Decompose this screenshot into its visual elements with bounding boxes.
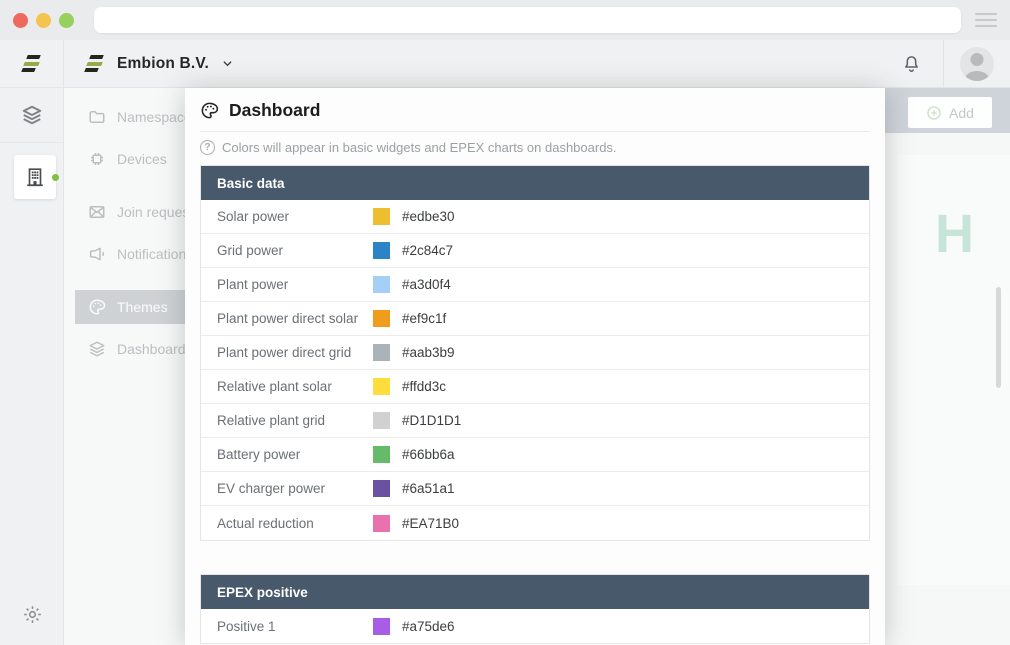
brand-watermark: H bbox=[935, 204, 974, 264]
layers-icon bbox=[21, 104, 43, 126]
color-label: Positive 1 bbox=[217, 618, 276, 634]
color-swatch[interactable] bbox=[373, 208, 390, 225]
color-label: EV charger power bbox=[217, 481, 326, 496]
color-hex: #6a51a1 bbox=[402, 481, 455, 496]
section-header: Basic data bbox=[201, 166, 869, 200]
sidebar-item-label: Notifications bbox=[117, 246, 194, 262]
color-hex: #a75de6 bbox=[402, 618, 455, 634]
chevron-down-icon bbox=[222, 58, 233, 69]
settings-button[interactable] bbox=[0, 604, 64, 625]
sidebar-item-label: Themes bbox=[117, 299, 168, 315]
color-label: Grid power bbox=[217, 243, 284, 258]
maximize-window-button[interactable] bbox=[59, 12, 74, 28]
modal-title: Dashboard bbox=[229, 100, 321, 120]
bell-icon bbox=[901, 53, 922, 74]
modal-info-text: Colors will appear in basic widgets and … bbox=[222, 140, 617, 155]
color-hex: #edbe30 bbox=[402, 209, 455, 224]
icon-rail bbox=[0, 40, 64, 645]
background-card: H bbox=[897, 155, 1010, 585]
color-sections: Basic data Solar power #edbe30 Grid power #2… bbox=[200, 165, 870, 644]
color-hex: #D1D1D1 bbox=[402, 413, 462, 428]
color-table: EPEX positive Positive 1 #a75de6 bbox=[200, 574, 870, 644]
user-menu-button[interactable] bbox=[944, 40, 1010, 87]
color-swatch[interactable] bbox=[373, 446, 390, 463]
online-status-dot bbox=[52, 174, 59, 181]
chip-icon bbox=[88, 150, 106, 168]
color-row[interactable]: Relative plant grid #D1D1D1 bbox=[201, 404, 869, 438]
palette-icon bbox=[88, 298, 106, 316]
color-hex: #ef9c1f bbox=[402, 311, 447, 326]
color-label: Relative plant solar bbox=[217, 379, 332, 394]
color-swatch[interactable] bbox=[373, 514, 390, 532]
app-header: Embion B.V. bbox=[64, 40, 1010, 88]
color-swatch[interactable] bbox=[373, 344, 390, 361]
color-row[interactable]: Battery power #66bb6a bbox=[201, 438, 869, 472]
color-hex: #a3d0f4 bbox=[402, 277, 451, 292]
scrollbar-thumb[interactable] bbox=[996, 287, 1001, 388]
org-selector[interactable]: Embion B.V. bbox=[84, 55, 233, 73]
divider bbox=[200, 131, 870, 132]
color-label: Solar power bbox=[217, 209, 290, 224]
avatar bbox=[960, 46, 994, 81]
color-label: Relative plant grid bbox=[217, 413, 326, 428]
layers-icon bbox=[88, 340, 106, 358]
color-row[interactable]: Actual reduction #EA71B0 bbox=[201, 506, 869, 540]
color-swatch[interactable] bbox=[373, 310, 390, 327]
color-swatch[interactable] bbox=[373, 276, 390, 293]
envelope-icon bbox=[88, 203, 106, 221]
close-window-button[interactable] bbox=[13, 12, 28, 28]
color-row[interactable]: Grid power #2c84c7 bbox=[201, 234, 869, 268]
color-label: Actual reduction bbox=[217, 515, 314, 531]
url-bar[interactable] bbox=[94, 7, 961, 33]
color-hex: #EA71B0 bbox=[402, 515, 460, 531]
color-row[interactable]: Solar power #edbe30 bbox=[201, 200, 869, 234]
notifications-button[interactable] bbox=[901, 53, 922, 74]
color-hex: #2c84c7 bbox=[402, 243, 454, 258]
section-header: EPEX positive bbox=[201, 575, 869, 609]
color-row[interactable]: Plant power #a3d0f4 bbox=[201, 268, 869, 302]
rail-item-stacks[interactable] bbox=[0, 88, 63, 143]
color-swatch[interactable] bbox=[373, 378, 390, 395]
embion-logo-icon bbox=[84, 55, 106, 72]
color-row[interactable]: Relative plant solar #ffdd3c bbox=[201, 370, 869, 404]
org-name: Embion B.V. bbox=[117, 54, 210, 72]
folder-icon bbox=[88, 108, 106, 126]
browser-chrome bbox=[0, 0, 1010, 40]
rail-item-organization[interactable] bbox=[14, 155, 59, 199]
rail-logo[interactable] bbox=[0, 40, 63, 88]
color-swatch[interactable] bbox=[373, 242, 390, 259]
window-controls bbox=[13, 12, 74, 28]
building-icon bbox=[24, 166, 46, 188]
minimize-window-button[interactable] bbox=[36, 12, 51, 28]
color-label: Battery power bbox=[217, 447, 301, 462]
gear-icon bbox=[22, 604, 43, 625]
plus-circle-icon bbox=[926, 105, 942, 121]
color-row[interactable]: Positive 1 #a75de6 bbox=[201, 609, 869, 643]
help-circle-icon: ? bbox=[200, 140, 215, 155]
browser-menu-icon[interactable] bbox=[975, 13, 997, 27]
color-label: Plant power direct grid bbox=[217, 345, 352, 360]
color-row[interactable]: Plant power direct grid #aab3b9 bbox=[201, 336, 869, 370]
add-button[interactable]: Add bbox=[908, 97, 992, 128]
color-hex: #aab3b9 bbox=[402, 345, 455, 360]
megaphone-icon bbox=[88, 245, 106, 263]
color-hex: #ffdd3c bbox=[402, 379, 447, 394]
embion-logo-icon bbox=[20, 55, 43, 72]
add-button-label: Add bbox=[949, 104, 974, 121]
color-label: Plant power bbox=[217, 277, 289, 292]
color-swatch[interactable] bbox=[373, 412, 390, 429]
palette-icon bbox=[200, 101, 219, 120]
color-hex: #66bb6a bbox=[402, 447, 455, 462]
sidebar-item-label: Devices bbox=[117, 151, 167, 167]
color-swatch[interactable] bbox=[373, 617, 390, 635]
header-divider bbox=[943, 40, 944, 87]
dashboard-theme-modal: Dashboard ? Colors will appear in basic … bbox=[185, 88, 885, 645]
color-label: Plant power direct solar bbox=[217, 311, 359, 326]
color-row[interactable]: EV charger power #6a51a1 bbox=[201, 472, 869, 506]
color-swatch[interactable] bbox=[373, 480, 390, 497]
color-table: Basic data Solar power #edbe30 Grid power #2… bbox=[200, 165, 870, 541]
color-row[interactable]: Plant power direct solar #ef9c1f bbox=[201, 302, 869, 336]
background-content: Add H bbox=[885, 88, 1010, 645]
